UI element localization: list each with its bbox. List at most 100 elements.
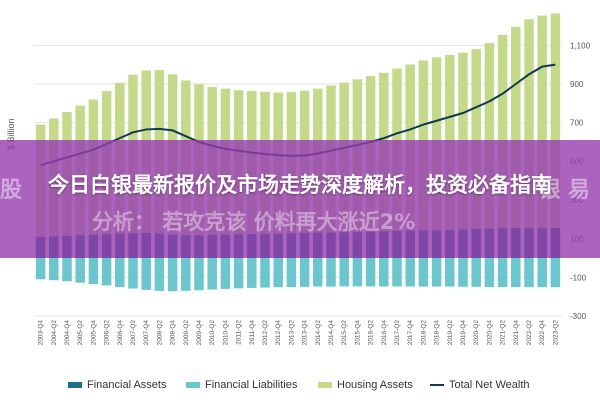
banner-background-subtitle: 分析： 若攻克该 价料再大涨近2% xyxy=(92,210,416,234)
bar-financial-liabilities xyxy=(115,258,125,287)
x-tick-label: 2016-Q2 xyxy=(368,320,375,346)
bar-financial-liabilities xyxy=(392,258,402,287)
bar-financial-liabilities xyxy=(379,258,389,287)
x-tick-label: 2022-Q2 xyxy=(526,320,533,346)
bar-financial-liabilities xyxy=(484,258,495,287)
legend-swatch-total-net-wealth xyxy=(430,384,444,386)
bar-financial-liabilities xyxy=(524,258,534,288)
bar-financial-liabilities xyxy=(154,258,165,291)
x-tick-label: 2018-Q4 xyxy=(434,320,441,346)
bar-financial-liabilities xyxy=(511,258,521,287)
x-tick-label: 2021-Q4 xyxy=(513,320,520,346)
y-tick-label: -100 xyxy=(570,273,587,282)
banner-background-text-left: 股 xyxy=(0,178,23,203)
x-tick-label: 2011-Q4 xyxy=(249,320,256,345)
bar-financial-liabilities xyxy=(128,258,138,289)
x-tick-label: 2012-Q4 xyxy=(275,320,282,346)
bar-financial-liabilities xyxy=(49,258,59,281)
x-tick-label: 2015-Q4 xyxy=(354,320,361,346)
legend-item-financial-liabilities: Financial Liabilities xyxy=(186,376,297,394)
y-tick-label: 1,100 xyxy=(570,41,591,50)
x-tick-label: 2006-Q2 xyxy=(104,320,111,346)
bar-financial-liabilities xyxy=(141,258,151,290)
x-tick-label: 2016-Q4 xyxy=(381,320,388,346)
x-tick-label: 2007-Q2 xyxy=(130,320,137,346)
x-tick-label: 2003-Q4 xyxy=(38,320,45,346)
x-tick-label: 2019-Q4 xyxy=(460,320,467,346)
legend-swatch-financial-liabilities xyxy=(186,382,200,388)
x-tick-label: 2012-Q2 xyxy=(262,320,269,346)
x-tick-label: 2013-Q4 xyxy=(302,320,309,346)
bar-financial-liabilities xyxy=(88,258,99,285)
bar-financial-liabilities xyxy=(365,258,376,287)
chart-legend: Financial Assets Financial Liabilities H… xyxy=(0,376,600,394)
legend-item-financial-assets: Financial Assets xyxy=(68,376,166,394)
bar-financial-liabilities xyxy=(75,258,85,283)
bar-financial-liabilities xyxy=(181,258,191,291)
legend-label-financial-assets: Financial Assets xyxy=(87,379,167,391)
x-tick-label: 2009-Q4 xyxy=(196,320,203,346)
x-tick-label: 2013-Q2 xyxy=(288,320,295,346)
x-tick-label: 2005-Q4 xyxy=(90,320,97,346)
x-tick-label: 2020-Q2 xyxy=(473,320,480,346)
x-tick-label: 2020-Q4 xyxy=(486,320,493,346)
x-tick-label: 2023-Q2 xyxy=(552,320,559,346)
bar-housing-assets xyxy=(497,34,508,229)
x-tick-label: 2004-Q2 xyxy=(51,320,58,346)
bar-housing-assets xyxy=(484,43,495,229)
x-tick-label: 2009-Q2 xyxy=(183,320,190,346)
bar-financial-liabilities xyxy=(550,258,561,288)
bar-financial-liabilities xyxy=(233,258,244,289)
bar-financial-liabilities xyxy=(445,258,455,287)
bar-financial-liabilities xyxy=(339,258,349,287)
bar-financial-liabilities xyxy=(471,258,481,287)
bar-financial-liabilities xyxy=(405,258,415,287)
x-tick-label: 2010-Q2 xyxy=(209,320,216,346)
bar-financial-liabilities xyxy=(313,258,323,287)
bar-financial-liabilities xyxy=(220,258,231,289)
banner-background-text-right: 银 易 xyxy=(538,178,590,203)
x-tick-label: 2017-Q2 xyxy=(394,320,401,346)
bar-financial-liabilities xyxy=(299,258,310,287)
x-tick-label: 2014-Q4 xyxy=(328,320,335,346)
bar-financial-liabilities xyxy=(167,258,178,292)
legend-item-total-net-wealth: Total Net Wealth xyxy=(430,376,530,394)
bar-housing-assets xyxy=(550,13,561,229)
legend-label-total-net-wealth: Total Net Wealth xyxy=(449,379,530,391)
x-tick-label: 2017-Q4 xyxy=(407,320,414,346)
y-tick-label: 900 xyxy=(570,80,584,89)
bar-housing-assets xyxy=(537,15,547,229)
x-tick-label: 2010-Q4 xyxy=(222,320,229,346)
legend-swatch-financial-assets xyxy=(68,382,82,388)
x-tick-label: 2011-Q2 xyxy=(236,320,243,345)
x-tick-label: 2005-Q2 xyxy=(77,320,84,346)
bar-financial-liabilities xyxy=(497,258,508,287)
bar-financial-liabilities xyxy=(273,258,283,288)
x-tick-label: 2018-Q2 xyxy=(420,320,427,346)
bar-financial-liabilities xyxy=(35,258,46,280)
bar-financial-liabilities xyxy=(194,258,204,291)
bar-financial-liabilities xyxy=(62,258,72,282)
legend-swatch-housing-assets xyxy=(318,382,332,388)
bar-financial-liabilities xyxy=(101,258,112,286)
bar-financial-liabilities xyxy=(418,258,429,287)
bar-housing-assets xyxy=(471,49,481,230)
x-tick-label: 2008-Q4 xyxy=(170,320,177,346)
x-tick-label: 2014-Q2 xyxy=(315,320,322,346)
x-tick-label: 2006-Q4 xyxy=(117,320,124,346)
legend-item-housing-assets: Housing Assets xyxy=(318,376,413,394)
x-tick-label: 2015-Q2 xyxy=(341,320,348,346)
y-tick-label: 700 xyxy=(570,119,584,128)
bar-financial-liabilities xyxy=(260,258,270,288)
x-tick-label: 2021-Q2 xyxy=(500,320,507,346)
bar-financial-liabilities xyxy=(537,258,547,288)
headline-banner xyxy=(0,140,600,258)
bar-financial-liabilities xyxy=(431,258,442,287)
y-tick-label: -300 xyxy=(570,312,587,321)
bar-financial-liabilities xyxy=(326,258,336,287)
bar-financial-liabilities xyxy=(458,258,468,287)
bar-financial-liabilities xyxy=(247,258,257,288)
bar-financial-liabilities xyxy=(286,258,297,287)
x-tick-label: 2007-Q4 xyxy=(143,320,150,346)
bar-housing-assets xyxy=(524,19,534,229)
